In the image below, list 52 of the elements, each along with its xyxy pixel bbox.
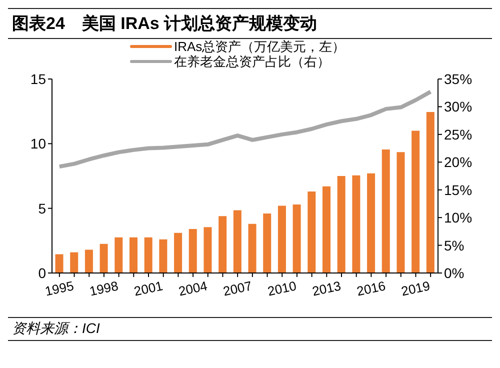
bar	[426, 112, 434, 273]
x-tick-label: 2007	[222, 278, 254, 299]
bar	[144, 237, 152, 273]
text: 资料来源：ICI	[8, 317, 492, 341]
bar	[322, 186, 330, 273]
legend-label: 在养老金总资产占比（右）	[174, 54, 330, 69]
y-tick-label: 15	[30, 70, 46, 87]
bar	[159, 239, 168, 273]
x-tick-label: 2016	[355, 278, 387, 299]
bar	[84, 250, 93, 273]
bar	[70, 252, 78, 273]
bar	[55, 254, 64, 273]
x-tick-label: 2013	[310, 278, 342, 299]
legend-label: IRAs总资产（万亿美元，左）	[174, 39, 346, 54]
x-tick-label: 1995	[44, 278, 76, 299]
bar	[412, 130, 420, 273]
x-tick-label: 2010	[266, 278, 298, 299]
bar	[248, 224, 256, 273]
x-tick-label: 2019	[400, 278, 432, 299]
y2-tick-label: 30%	[444, 98, 472, 115]
y2-tick-label: 25%	[444, 126, 472, 142]
bar	[204, 227, 212, 273]
bar	[352, 175, 360, 273]
x-tick-label: 1998	[88, 278, 120, 299]
chart-title: 图表24 美国 IRAs 计划总资产规模变动	[8, 8, 492, 39]
y2-tick-label: 15%	[444, 182, 472, 198]
bar	[129, 237, 138, 273]
bar	[233, 210, 242, 273]
y2-tick-label: 35%	[444, 70, 472, 87]
bar	[382, 149, 390, 273]
y2-tick-label: 0%	[444, 264, 464, 281]
y2-tick-label: 5%	[444, 237, 464, 254]
y2-tick-label: 20%	[444, 154, 472, 170]
y-tick-label: 5	[38, 200, 46, 216]
bar	[308, 192, 316, 273]
bar	[100, 244, 108, 273]
bar	[263, 214, 272, 273]
x-tick-label: 2001	[132, 278, 164, 299]
y2-tick-label: 10%	[444, 210, 472, 226]
bar	[114, 237, 123, 273]
line-series	[57, 90, 433, 169]
bar	[278, 206, 286, 273]
bar	[218, 216, 227, 273]
y-tick-label: 10	[30, 136, 46, 152]
bar	[174, 232, 182, 273]
bar	[337, 176, 346, 273]
x-tick-label: 2004	[177, 278, 209, 299]
bar	[188, 229, 197, 273]
bar	[396, 152, 405, 273]
bar	[292, 204, 301, 273]
bar	[367, 173, 376, 273]
y-tick-label: 0	[38, 264, 46, 281]
